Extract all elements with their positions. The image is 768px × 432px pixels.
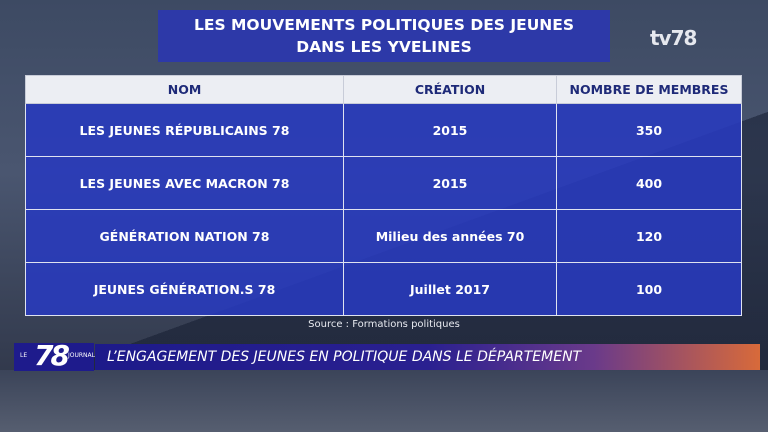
cell-nom: GÉNÉRATION NATION 78 — [25, 209, 344, 263]
source-note: Source : Formations politiques — [308, 319, 460, 330]
cell-membres: 400 — [556, 156, 742, 210]
cell-membres: 100 — [556, 262, 742, 316]
cell-nom: JEUNES GÉNÉRATION.S 78 — [25, 262, 344, 316]
cell-creation: 2015 — [343, 156, 557, 210]
title-line-2: DANS LES YVELINES — [296, 38, 472, 56]
cell-creation: Milieu des années 70 — [343, 209, 557, 263]
show-logo: LE 78 JOURNAL — [14, 339, 95, 372]
show-logo-journal: JOURNAL — [68, 352, 95, 359]
data-table: NOM CRÉATION NOMBRE DE MEMBRES LES JEUNE… — [25, 75, 742, 316]
table-row: JEUNES GÉNÉRATION.S 78 Juillet 2017 100 — [25, 262, 742, 316]
channel-logo: tv78 — [650, 26, 697, 50]
title-line-1: LES MOUVEMENTS POLITIQUES DES JEUNES — [193, 16, 575, 34]
show-logo-number: 78 — [34, 339, 70, 372]
cell-nom: LES JEUNES RÉPUBLICAINS 78 — [25, 103, 344, 157]
cell-creation: Juillet 2017 — [343, 262, 557, 316]
cell-membres: 350 — [556, 103, 742, 157]
background-ground — [0, 370, 768, 432]
header-creation: CRÉATION — [343, 75, 557, 104]
graphic-title: LES MOUVEMENTS POLITIQUES DES JEUNES DAN… — [158, 10, 610, 62]
lower-third-banner: L’ENGAGEMENT DES JEUNES EN POLITIQUE DAN… — [95, 344, 760, 370]
cell-nom: LES JEUNES AVEC MACRON 78 — [25, 156, 344, 210]
cell-membres: 120 — [556, 209, 742, 263]
show-logo-le: LE — [20, 352, 28, 359]
table-row: LES JEUNES AVEC MACRON 78 2015 400 — [25, 156, 742, 210]
table-header-row: NOM CRÉATION NOMBRE DE MEMBRES — [25, 75, 742, 104]
table-row: GÉNÉRATION NATION 78 Milieu des années 70… — [25, 209, 742, 263]
cell-creation: 2015 — [343, 103, 557, 157]
header-membres: NOMBRE DE MEMBRES — [556, 75, 742, 104]
header-nom: NOM — [25, 75, 344, 104]
table-row: LES JEUNES RÉPUBLICAINS 78 2015 350 — [25, 103, 742, 157]
